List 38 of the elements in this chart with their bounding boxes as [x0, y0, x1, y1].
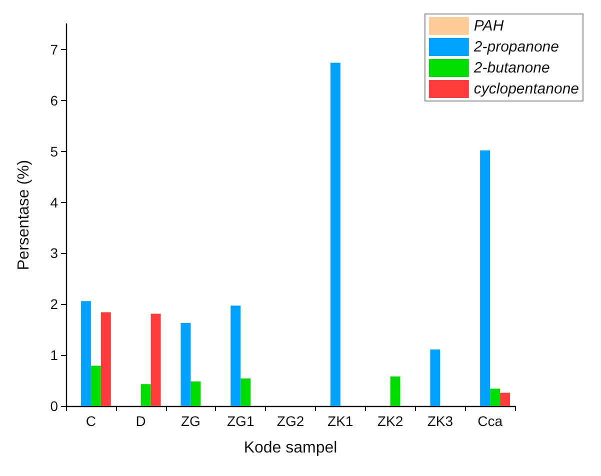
- x-tick-label: ZK1: [328, 413, 354, 429]
- legend-label: 2-butanone: [472, 60, 550, 76]
- x-tick-label: C: [86, 413, 96, 429]
- bar: [240, 378, 251, 406]
- y-tick-label: 6: [50, 92, 58, 108]
- x-tick-label: ZK2: [377, 413, 404, 429]
- bar: [430, 349, 440, 406]
- bar: [480, 150, 490, 406]
- bar: [140, 384, 151, 406]
- x-tick-label: Cca: [478, 413, 503, 429]
- y-axis-title: Persentase (%): [16, 160, 32, 270]
- y-tick-label: 4: [50, 194, 58, 210]
- x-tick-label: ZK3: [427, 413, 454, 429]
- y-tick-label: 5: [50, 143, 58, 160]
- bar: [100, 312, 111, 406]
- bar: [490, 388, 500, 406]
- x-axis-title: Kode sampel: [244, 440, 338, 456]
- legend-label: PAH: [474, 18, 504, 34]
- bar: [500, 392, 510, 406]
- x-tick-label: ZG1: [226, 413, 254, 429]
- x-tick-label: ZG2: [276, 413, 304, 429]
- bar: [150, 314, 161, 406]
- legend-label: cyclopentanone: [474, 80, 580, 98]
- bar: [190, 382, 201, 406]
- y-tick-label: 3: [50, 245, 58, 262]
- y-tick-label: 1: [50, 347, 58, 364]
- bar: [90, 366, 101, 406]
- bar: [80, 301, 91, 406]
- bar: [180, 322, 191, 406]
- bar: [330, 62, 340, 406]
- bar: [230, 306, 241, 406]
- legend-label: 2-propanone: [472, 38, 559, 56]
- x-tick-label: D: [136, 413, 146, 429]
- y-tick-label: 2: [50, 296, 58, 312]
- y-tick-label: 7: [50, 41, 58, 58]
- bar: [390, 376, 400, 406]
- y-tick-label: 0: [50, 398, 58, 414]
- x-tick-label: ZG: [180, 413, 200, 429]
